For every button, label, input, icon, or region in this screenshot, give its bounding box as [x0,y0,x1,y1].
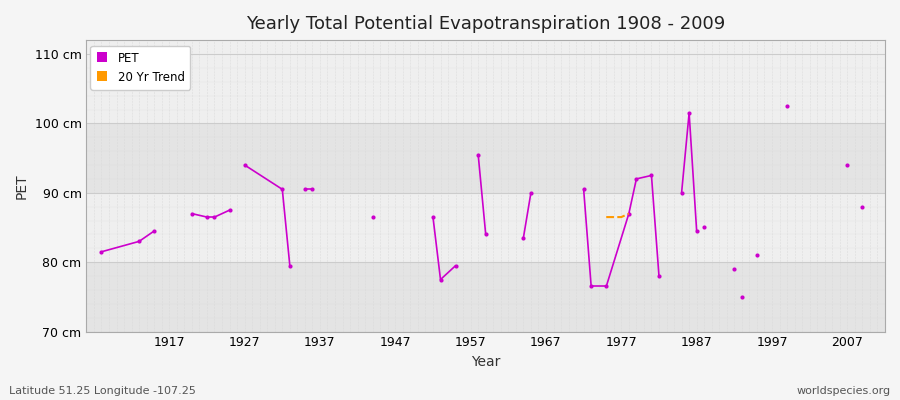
X-axis label: Year: Year [471,355,500,369]
Point [298,186,312,192]
Point [275,186,290,192]
Point [682,110,697,116]
Point [283,262,297,269]
Point [448,262,463,269]
Point [238,162,252,168]
Point [855,204,869,210]
Point [207,214,221,220]
Point [697,224,711,231]
Point [147,228,161,234]
Bar [86,262,885,332]
Point [644,172,659,179]
Point [622,210,636,217]
Point [426,214,440,220]
Point [840,162,854,168]
Point [727,266,742,272]
Text: Latitude 51.25 Longitude -107.25: Latitude 51.25 Longitude -107.25 [9,386,196,396]
Point [674,190,688,196]
Point [780,103,795,109]
Point [200,214,214,220]
Point [734,294,749,300]
Bar [86,123,885,193]
Legend: PET, 20 Yr Trend: PET, 20 Yr Trend [90,46,191,90]
Point [524,190,538,196]
Bar [86,193,885,262]
Point [365,214,380,220]
Title: Yearly Total Potential Evapotranspiration 1908 - 2009: Yearly Total Potential Evapotranspiratio… [246,15,725,33]
Point [471,152,485,158]
Point [652,273,666,279]
Point [94,248,109,255]
Point [584,283,598,290]
Point [184,210,199,217]
Point [599,283,614,290]
Point [517,235,531,241]
Bar [86,54,885,123]
Point [750,252,764,258]
Point [629,176,643,182]
Text: worldspecies.org: worldspecies.org [796,386,891,396]
Point [222,207,237,213]
Point [132,238,147,244]
Y-axis label: PET: PET [15,173,29,199]
Point [305,186,320,192]
Point [433,276,447,283]
Point [576,186,590,192]
Point [479,231,493,238]
Point [689,228,704,234]
